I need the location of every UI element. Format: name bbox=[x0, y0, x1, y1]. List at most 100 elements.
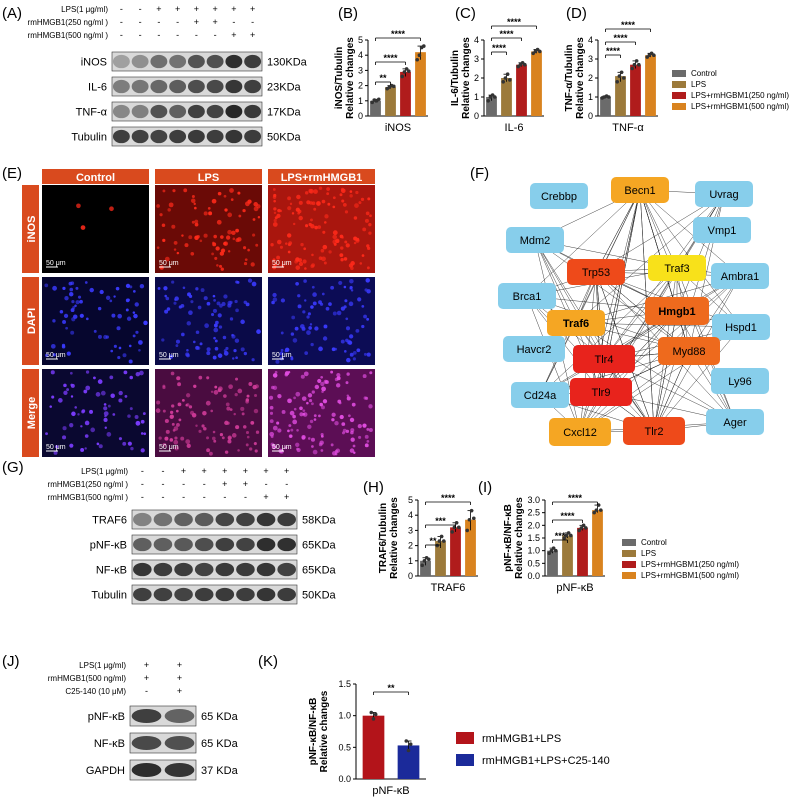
cell-dot bbox=[301, 326, 306, 331]
cell-dot bbox=[64, 296, 69, 301]
y-tick-label: 4 bbox=[474, 35, 479, 45]
cell-dot bbox=[68, 291, 74, 297]
cell-dot bbox=[205, 400, 211, 406]
data-point bbox=[465, 528, 470, 533]
network-edge bbox=[676, 310, 736, 423]
cell-dot bbox=[300, 242, 304, 247]
cell-dot bbox=[274, 216, 278, 220]
cell-dot bbox=[350, 289, 354, 292]
cell-dot bbox=[227, 250, 231, 253]
cell-dot bbox=[173, 439, 179, 445]
cell-dot bbox=[190, 198, 196, 203]
cell-dot bbox=[62, 426, 67, 431]
network-edge bbox=[639, 189, 741, 277]
cell-dot bbox=[143, 432, 147, 436]
treatment-sign: - bbox=[139, 4, 142, 14]
cell-dot bbox=[357, 423, 362, 429]
cell-dot bbox=[313, 189, 318, 194]
bar-chart-D: 0 1 2 3 4 TNF-α/Tubulin Relative changes TNF-α *… bbox=[564, 20, 658, 134]
cell-dot bbox=[304, 351, 309, 356]
scale-label: 50 μm bbox=[159, 444, 179, 451]
cell-dot bbox=[142, 412, 146, 415]
network-node bbox=[648, 255, 706, 281]
column-header: LPS bbox=[198, 172, 219, 184]
y-tick-label: 2 bbox=[588, 73, 593, 83]
cell-dot bbox=[188, 310, 193, 316]
network-edge bbox=[653, 326, 742, 432]
western-blot-A: LPS(1 μg/ml) - - + + + + + + rmHMGB1(250 ng/ml ) -… bbox=[28, 4, 308, 147]
column-header-box bbox=[42, 169, 149, 184]
treatment-sign: + bbox=[263, 466, 268, 476]
cell-dot bbox=[293, 407, 297, 411]
cell-dot bbox=[308, 188, 313, 194]
cell-dot bbox=[65, 326, 68, 330]
cell-dot bbox=[191, 220, 195, 224]
data-point bbox=[562, 536, 566, 540]
cell-dot bbox=[220, 267, 224, 271]
cell-dot bbox=[349, 417, 355, 423]
cell-dot bbox=[140, 432, 144, 435]
network-node-label: Myd88 bbox=[672, 346, 705, 358]
cell-dot bbox=[219, 251, 225, 256]
cell-dot bbox=[216, 301, 221, 306]
data-point bbox=[503, 76, 508, 80]
band-label: TNF-α bbox=[76, 107, 108, 119]
y-tick-label: 1 bbox=[474, 92, 479, 102]
cell-dot bbox=[97, 379, 103, 384]
cell-dot bbox=[223, 194, 227, 198]
bar bbox=[592, 510, 603, 576]
cell-dot bbox=[125, 283, 131, 289]
network-node-label: Uvrag bbox=[709, 189, 738, 201]
cell-dot bbox=[226, 421, 230, 425]
cell-dot bbox=[223, 394, 227, 398]
cell-dot bbox=[364, 443, 369, 448]
band bbox=[150, 79, 168, 94]
treatment-sign: - bbox=[203, 479, 206, 489]
cell-dot bbox=[331, 418, 335, 422]
cell-dot bbox=[51, 395, 55, 399]
bar bbox=[370, 100, 381, 116]
cell-dot bbox=[211, 436, 216, 441]
network-node-label: Ager bbox=[723, 417, 747, 429]
cell-dot bbox=[115, 286, 120, 291]
cell-dot bbox=[328, 250, 332, 254]
cell-dot bbox=[113, 344, 117, 348]
cell-dot bbox=[198, 429, 202, 433]
treatment-sign: + bbox=[222, 466, 227, 476]
cell-dot bbox=[369, 371, 373, 375]
cell-dot bbox=[311, 402, 314, 406]
cell-dot bbox=[340, 246, 344, 250]
panel-label-F: (F) bbox=[470, 165, 489, 182]
bar bbox=[547, 550, 558, 576]
legend-swatch bbox=[622, 539, 636, 546]
cell-dot bbox=[184, 243, 189, 248]
cell-dot bbox=[308, 399, 313, 403]
cell-dot bbox=[59, 310, 64, 314]
cell-dot bbox=[276, 239, 282, 245]
band-size: 17KDa bbox=[267, 107, 302, 119]
row-header: Merge bbox=[26, 397, 38, 429]
cell-dot bbox=[344, 210, 349, 214]
cell-dot bbox=[291, 315, 296, 320]
cell-dot bbox=[162, 442, 167, 447]
band bbox=[256, 512, 276, 527]
cell-dot bbox=[253, 408, 259, 414]
cell-dot bbox=[195, 345, 200, 350]
y-tick-label: 3 bbox=[474, 54, 479, 64]
band bbox=[277, 512, 296, 527]
cell-dot bbox=[202, 410, 207, 416]
cell-dot bbox=[180, 436, 185, 441]
cell-dot bbox=[354, 203, 359, 208]
cell-dot bbox=[273, 207, 277, 211]
band bbox=[153, 562, 173, 577]
cell-dot bbox=[277, 394, 282, 399]
cell-dot bbox=[124, 395, 128, 398]
y-axis-label: Relative changes bbox=[389, 497, 400, 579]
sig-label: ** bbox=[429, 536, 437, 546]
cell-dot bbox=[182, 286, 186, 290]
band-label: pNF-κB bbox=[88, 711, 125, 723]
network-node-label: Becn1 bbox=[624, 185, 655, 197]
cell-dot bbox=[225, 346, 229, 351]
band-label: IL-6 bbox=[88, 82, 107, 94]
